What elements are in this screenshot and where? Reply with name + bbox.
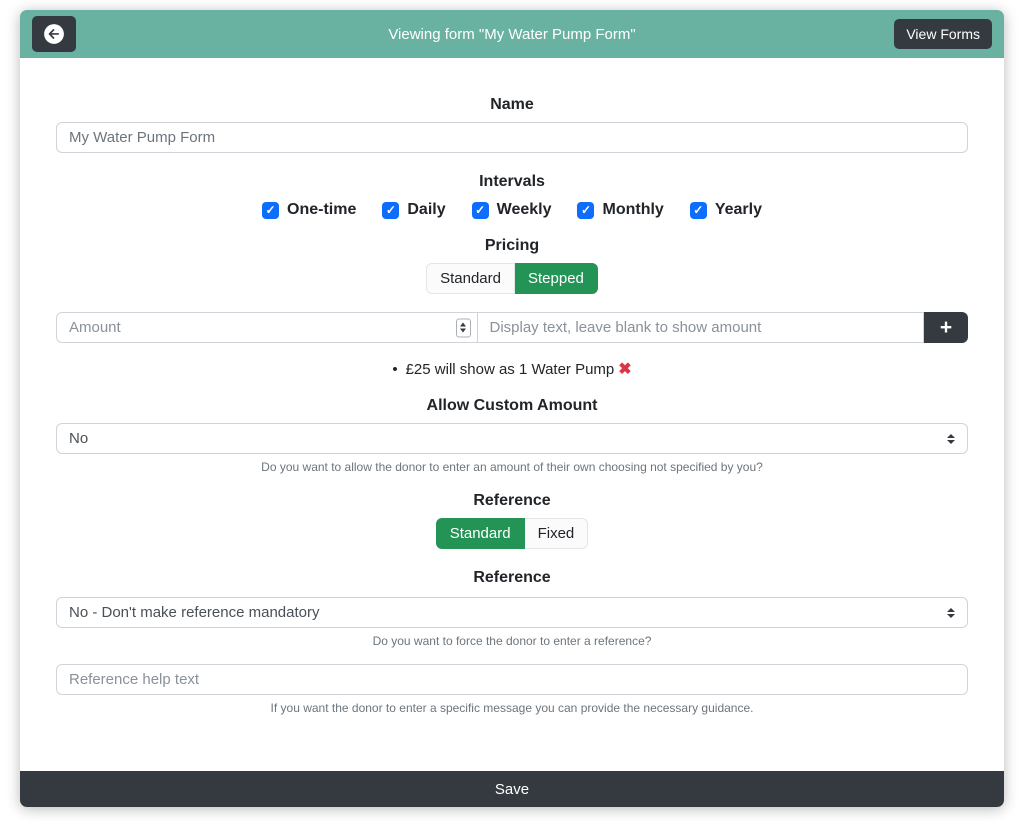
- checkbox-checked-icon[interactable]: [262, 201, 280, 219]
- interval-checkbox-weekly[interactable]: Weekly: [471, 201, 552, 219]
- pricing-standard-button[interactable]: Standard: [426, 263, 515, 294]
- checkbox-label: One-time: [287, 201, 357, 218]
- reference-standard-button[interactable]: Standard: [435, 518, 525, 549]
- pricing-label: Pricing: [484, 237, 540, 254]
- reference-help-text-input[interactable]: [56, 664, 968, 695]
- amount-input[interactable]: [56, 312, 478, 343]
- interval-checkbox-one-time[interactable]: One-time: [262, 201, 356, 219]
- checkbox-label: Yearly: [714, 201, 762, 218]
- delete-step-icon[interactable]: [618, 359, 631, 379]
- header-bar: Viewing form "My Water Pump Form" View F…: [20, 10, 1004, 58]
- arrow-left-circle-icon: [43, 23, 65, 45]
- reference-mandatory-select[interactable]: No - Don't make reference mandatory: [56, 597, 968, 628]
- number-spinner-icon[interactable]: [455, 318, 471, 337]
- bullet-icon: •: [392, 360, 398, 378]
- reference-toggle-group: Standard Fixed: [56, 518, 968, 549]
- intervals-checkbox-row: One-time Daily Weekly Monthly Yearly: [56, 201, 968, 219]
- reference-mandatory-help: Do you want to force the donor to enter …: [372, 634, 652, 648]
- display-text-input[interactable]: [476, 312, 924, 343]
- allow-custom-amount-select[interactable]: No: [56, 423, 968, 454]
- select-value: No - Don't make reference mandatory: [69, 604, 320, 621]
- select-arrows-icon: [947, 433, 955, 444]
- reference-style-label: Reference: [473, 492, 551, 509]
- save-bar[interactable]: Save: [20, 771, 1004, 807]
- checkbox-label: Monthly: [602, 201, 664, 218]
- form-editor-card: Viewing form "My Water Pump Form" View F…: [20, 10, 1004, 807]
- step-text: £25 will show as 1 Water Pump: [405, 360, 615, 378]
- reference-fixed-button[interactable]: Fixed: [524, 518, 589, 549]
- allow-custom-amount-label: Allow Custom Amount: [426, 397, 598, 414]
- intervals-label: Intervals: [479, 173, 545, 190]
- select-value: No: [69, 430, 89, 447]
- view-forms-button[interactable]: View Forms: [894, 19, 992, 49]
- interval-checkbox-monthly[interactable]: Monthly: [577, 201, 664, 219]
- interval-checkbox-daily[interactable]: Daily: [382, 201, 446, 219]
- reference-mandatory-label: Reference: [473, 569, 551, 586]
- checkbox-label: Daily: [407, 201, 446, 218]
- name-input[interactable]: [56, 122, 968, 153]
- name-label: Name: [490, 96, 534, 113]
- allow-custom-amount-help: Do you want to allow the donor to enter …: [261, 460, 763, 474]
- pricing-toggle-group: Standard Stepped: [56, 263, 968, 294]
- step-list-item: • £25 will show as 1 Water Pump: [392, 359, 631, 379]
- checkbox-label: Weekly: [496, 201, 552, 218]
- pricing-stepped-button[interactable]: Stepped: [515, 263, 598, 294]
- checkbox-checked-icon[interactable]: [689, 201, 707, 219]
- add-step-button[interactable]: +: [924, 312, 968, 343]
- checkbox-checked-icon[interactable]: [471, 201, 489, 219]
- page-title: Viewing form "My Water Pump Form": [388, 25, 636, 43]
- steps-list: • £25 will show as 1 Water Pump: [56, 359, 968, 379]
- reference-help-text-help: If you want the donor to enter a specifi…: [270, 701, 754, 715]
- back-button[interactable]: [32, 16, 76, 52]
- select-arrows-icon: [947, 607, 955, 618]
- step-entry-group: +: [56, 312, 968, 343]
- form-body: Name Intervals One-time Daily Weekly Mon…: [20, 58, 1004, 771]
- save-button-label: Save: [494, 780, 530, 798]
- amount-input-wrap: [56, 312, 478, 343]
- interval-checkbox-yearly[interactable]: Yearly: [689, 201, 762, 219]
- checkbox-checked-icon[interactable]: [577, 201, 595, 219]
- checkbox-checked-icon[interactable]: [382, 201, 400, 219]
